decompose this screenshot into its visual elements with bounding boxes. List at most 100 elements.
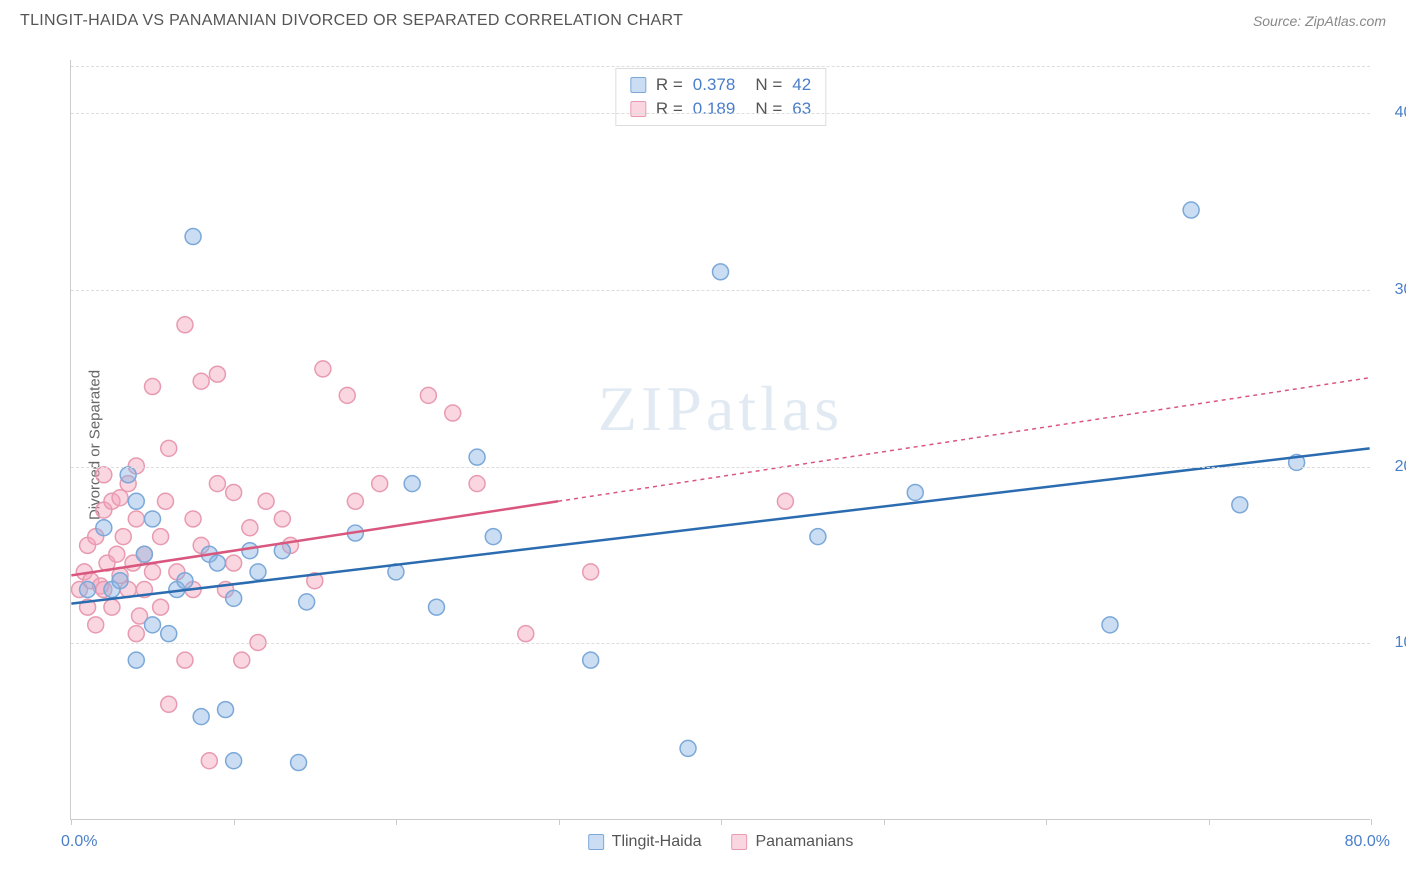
data-point — [128, 652, 144, 668]
legend-row-1: R =0.378 N =42 — [630, 73, 811, 97]
legend-item-panamanian: Panamanians — [731, 833, 853, 851]
data-point — [96, 520, 112, 536]
data-point — [161, 626, 177, 642]
data-point — [315, 361, 331, 377]
x-tick-mark — [1371, 819, 1372, 825]
data-point — [299, 594, 315, 610]
data-point — [469, 449, 485, 465]
x-tick-mark — [396, 819, 397, 825]
data-point — [193, 709, 209, 725]
x-tick-mark — [559, 819, 560, 825]
data-point — [339, 387, 355, 403]
data-point — [153, 529, 169, 545]
data-point — [185, 511, 201, 527]
data-point — [810, 529, 826, 545]
data-point — [226, 590, 242, 606]
data-point — [1102, 617, 1118, 633]
y-tick-label: 10.0% — [1395, 634, 1406, 652]
scatter-svg — [71, 60, 1370, 819]
data-point — [109, 546, 125, 562]
x-tick-min: 0.0% — [61, 833, 97, 851]
data-point — [218, 702, 234, 718]
data-point — [177, 573, 193, 589]
data-point — [145, 564, 161, 580]
data-point — [157, 493, 173, 509]
data-point — [112, 490, 128, 506]
data-point — [226, 555, 242, 571]
gridline — [71, 113, 1370, 114]
data-point — [128, 511, 144, 527]
data-point — [1183, 202, 1199, 218]
data-point — [209, 366, 225, 382]
data-point — [177, 652, 193, 668]
data-point — [429, 599, 445, 615]
trend-line — [71, 448, 1369, 603]
data-point — [145, 617, 161, 633]
data-point — [713, 264, 729, 280]
swatch-panamanian-icon — [731, 834, 747, 850]
data-point — [96, 467, 112, 483]
trend-line-dashed — [558, 378, 1369, 502]
data-point — [291, 755, 307, 771]
swatch-tlingit-icon — [588, 834, 604, 850]
x-tick-max: 80.0% — [1345, 833, 1390, 851]
x-tick-mark — [1046, 819, 1047, 825]
correlation-legend: R =0.378 N =42 R =0.189 N =63 — [615, 68, 826, 126]
data-point — [242, 543, 258, 559]
data-point — [177, 317, 193, 333]
chart-container: Divorced or Separated ZIPatlas R =0.378 … — [50, 50, 1390, 840]
data-point — [153, 599, 169, 615]
data-point — [274, 511, 290, 527]
data-point — [445, 405, 461, 421]
data-point — [777, 493, 793, 509]
data-point — [404, 476, 420, 492]
data-point — [209, 555, 225, 571]
data-point — [80, 582, 96, 598]
y-tick-label: 20.0% — [1395, 458, 1406, 476]
data-point — [136, 546, 152, 562]
x-tick-mark — [884, 819, 885, 825]
chart-source: Source: ZipAtlas.com — [1253, 13, 1386, 29]
data-point — [680, 740, 696, 756]
swatch-panamanian — [630, 101, 646, 117]
data-point — [420, 387, 436, 403]
data-point — [347, 493, 363, 509]
gridline — [71, 66, 1370, 67]
data-point — [242, 520, 258, 536]
data-point — [583, 564, 599, 580]
gridline — [71, 467, 1370, 468]
data-point — [583, 652, 599, 668]
data-point — [907, 484, 923, 500]
data-point — [185, 229, 201, 245]
y-tick-label: 30.0% — [1395, 281, 1406, 299]
x-tick-mark — [1209, 819, 1210, 825]
data-point — [120, 467, 136, 483]
swatch-tlingit — [630, 77, 646, 93]
data-point — [145, 511, 161, 527]
data-point — [145, 379, 161, 395]
data-point — [201, 753, 217, 769]
series-legend: Tlingit-Haida Panamanians — [588, 833, 854, 851]
data-point — [226, 753, 242, 769]
data-point — [193, 373, 209, 389]
data-point — [372, 476, 388, 492]
data-point — [485, 529, 501, 545]
plot-area: ZIPatlas R =0.378 N =42 R =0.189 N =63 T… — [70, 60, 1370, 820]
data-point — [226, 484, 242, 500]
data-point — [234, 652, 250, 668]
data-point — [518, 626, 534, 642]
data-point — [88, 617, 104, 633]
data-point — [1232, 497, 1248, 513]
data-point — [209, 476, 225, 492]
data-point — [258, 493, 274, 509]
data-point — [115, 529, 131, 545]
data-point — [104, 599, 120, 615]
gridline — [71, 643, 1370, 644]
data-point — [250, 564, 266, 580]
data-point — [161, 696, 177, 712]
x-tick-mark — [234, 819, 235, 825]
data-point — [161, 440, 177, 456]
gridline — [71, 290, 1370, 291]
x-tick-mark — [721, 819, 722, 825]
data-point — [112, 573, 128, 589]
